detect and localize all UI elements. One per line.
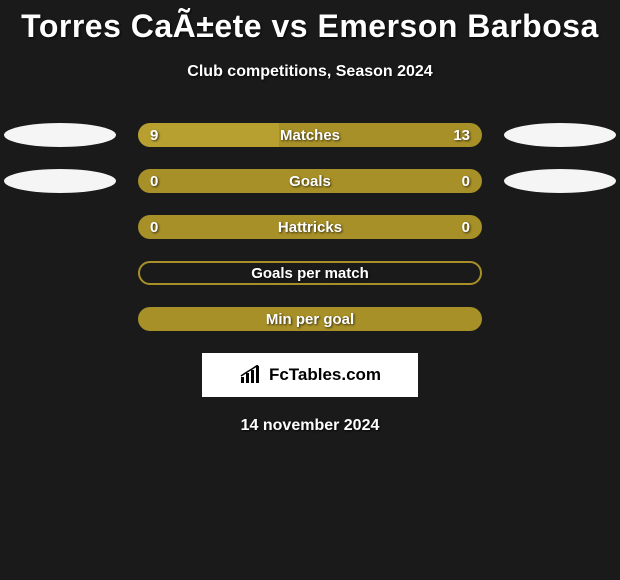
stat-value-right: 13	[453, 127, 470, 144]
stats-comparison-widget: Torres CaÃ±ete vs Emerson Barbosa Club c…	[0, 0, 620, 435]
stat-row: 0Hattricks0	[0, 215, 620, 239]
stat-rows: 9Matches130Goals00Hattricks0Goals per ma…	[0, 123, 620, 331]
player-left-marker	[4, 169, 116, 193]
date-text: 14 november 2024	[0, 417, 620, 435]
stat-label: Min per goal	[138, 311, 482, 328]
stat-label: Goals	[138, 173, 482, 190]
stat-bar: Min per goal	[138, 307, 482, 331]
page-title: Torres CaÃ±ete vs Emerson Barbosa	[0, 8, 620, 45]
subtitle: Club competitions, Season 2024	[0, 63, 620, 81]
stat-label: Hattricks	[138, 219, 482, 236]
stat-label: Matches	[138, 127, 482, 144]
logo-text: FcTables.com	[269, 365, 381, 385]
player-right-marker	[504, 123, 616, 147]
stat-row: Goals per match	[0, 261, 620, 285]
stat-value-right: 0	[462, 173, 470, 190]
stat-value-right: 0	[462, 219, 470, 236]
stat-label: Goals per match	[140, 265, 480, 282]
chart-icon	[239, 365, 263, 385]
stat-row: Min per goal	[0, 307, 620, 331]
stat-bar: 0Goals0	[138, 169, 482, 193]
player-left-marker	[4, 123, 116, 147]
player-right-marker	[504, 169, 616, 193]
logo-box: FcTables.com	[202, 353, 418, 397]
stat-row: 0Goals0	[0, 169, 620, 193]
stat-bar: Goals per match	[138, 261, 482, 285]
stat-row: 9Matches13	[0, 123, 620, 147]
stat-bar: 0Hattricks0	[138, 215, 482, 239]
stat-bar: 9Matches13	[138, 123, 482, 147]
